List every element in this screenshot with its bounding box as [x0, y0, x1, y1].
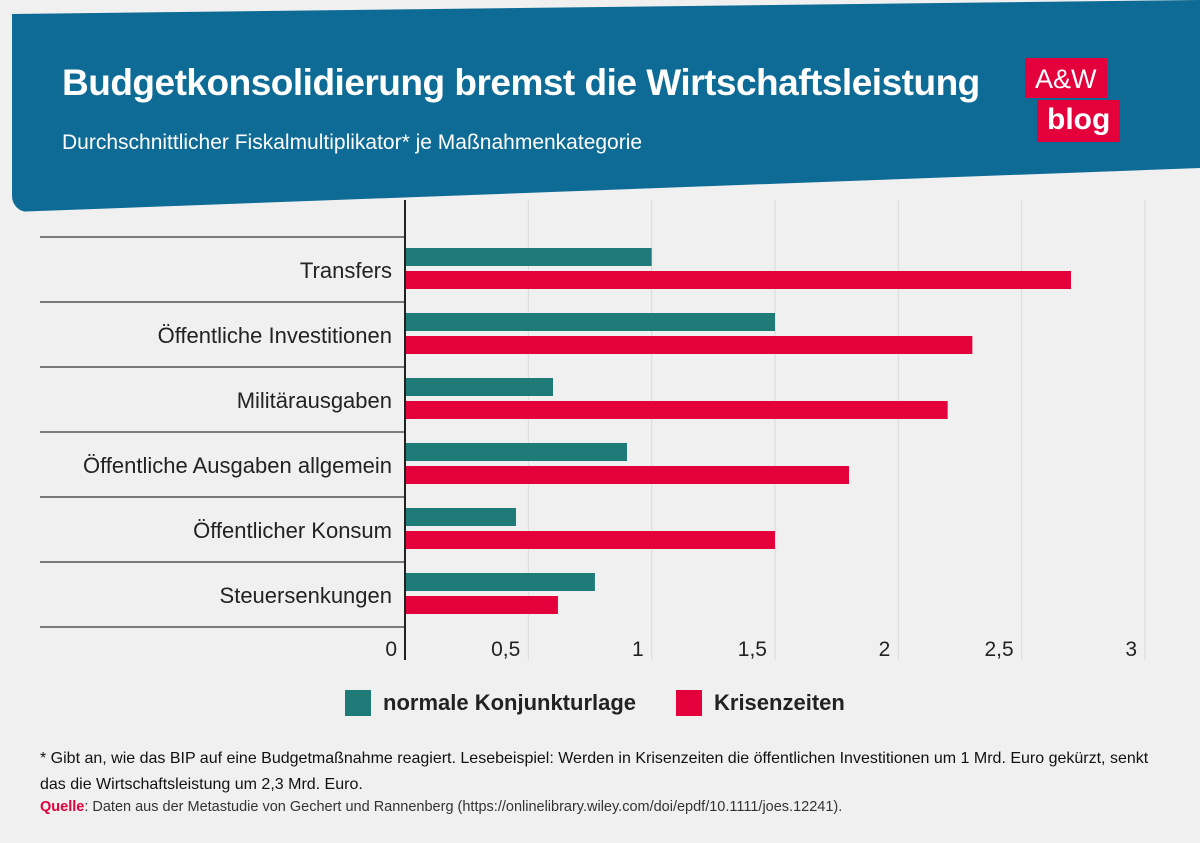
chart-subtitle: Durchschnittlicher Fiskalmultiplikator* … — [62, 131, 643, 154]
bar-normal — [405, 378, 553, 396]
category-label: Militärausgaben — [237, 388, 392, 413]
chart-title: Budgetkonsolidierung bremst die Wirtscha… — [62, 62, 980, 103]
x-tick-label: 2 — [879, 638, 891, 661]
legend-label-crisis: Krisenzeiten — [714, 690, 845, 715]
bar-crisis — [405, 466, 849, 484]
bar-crisis — [405, 271, 1071, 289]
legend-swatch-normal — [345, 690, 371, 716]
logo-blog: blog — [1037, 100, 1121, 142]
x-tick-label: 3 — [1125, 638, 1137, 661]
bar-normal — [405, 313, 775, 331]
bar-normal — [405, 573, 595, 591]
x-tick-label: 2,5 — [984, 638, 1013, 661]
category-label: Öffentliche Investitionen — [158, 323, 392, 348]
legend: normale Konjunkturlage Krisenzeiten — [0, 688, 1200, 718]
source-label: Quelle — [40, 799, 85, 815]
source: Quelle: Daten aus der Metastudie von Gec… — [40, 799, 1180, 815]
source-text: : Daten aus der Metastudie von Gechert u… — [84, 799, 843, 815]
bar-normal — [405, 508, 516, 526]
bar-crisis — [405, 336, 973, 354]
category-label: Öffentliche Ausgaben allgemein — [83, 453, 392, 478]
legend-label-normal: normale Konjunkturlage — [383, 690, 637, 715]
category-label: Steuersenkungen — [220, 583, 392, 608]
logo-aw: A&W — [1025, 58, 1107, 98]
category-label: Transfers — [300, 258, 392, 283]
bar-normal — [405, 443, 627, 461]
x-tick-label: 0 — [385, 638, 397, 661]
bar-crisis — [405, 531, 775, 549]
x-tick-label: 0,5 — [491, 638, 520, 661]
bar-crisis — [405, 401, 948, 419]
footnote: * Gibt an, wie das BIP auf eine Budgetma… — [40, 750, 1149, 793]
category-label: Öffentlicher Konsum — [193, 518, 392, 543]
x-tick-label: 1 — [632, 638, 644, 661]
bar-normal — [405, 248, 652, 266]
legend-swatch-crisis — [676, 690, 702, 716]
bar-crisis — [405, 596, 558, 614]
x-tick-label: 1,5 — [738, 638, 767, 661]
